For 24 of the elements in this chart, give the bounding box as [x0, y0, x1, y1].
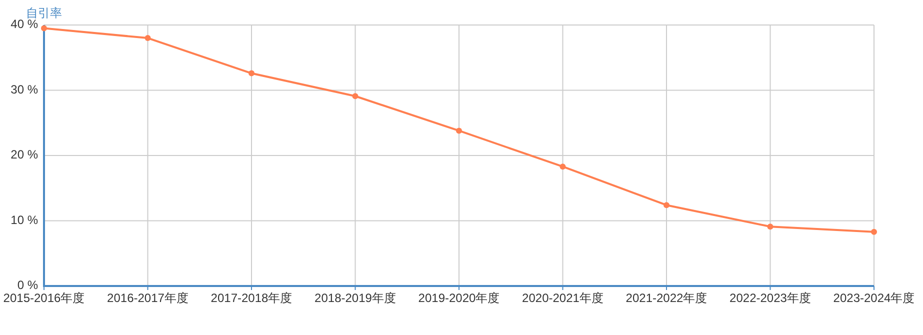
- x-tick-label: 2018-2019年度: [314, 291, 396, 305]
- point: [767, 224, 774, 230]
- point: [560, 164, 566, 170]
- point: [144, 35, 151, 42]
- x-tick-label: 2019-2020年度: [418, 291, 500, 305]
- y-tick-label: 0 %: [17, 278, 38, 292]
- point: [456, 128, 462, 134]
- x-tick-label: 2022-2023年度: [730, 291, 811, 305]
- x-tick-label: 2016-2017年度: [107, 291, 188, 305]
- x-tick-label: 2021-2022年度: [626, 291, 708, 305]
- point: [871, 228, 877, 235]
- x-tick-label: 2015-2016年度: [3, 291, 85, 305]
- x-tick-label: 2017-2018年度: [210, 291, 292, 305]
- point: [41, 25, 47, 32]
- y-tick-label: 30 %: [10, 82, 38, 96]
- y-tick-label: 10 %: [10, 212, 38, 227]
- y-tick-label: 20 %: [10, 148, 38, 162]
- point: [352, 93, 358, 100]
- y-tick-label: 40 %: [10, 17, 38, 32]
- x-tick-label: 2020-2021年度: [522, 291, 604, 305]
- x-tick-label: 2023-2024年度: [833, 291, 915, 305]
- y-axis-title: 自引率: [26, 6, 62, 20]
- point: [664, 202, 670, 208]
- point: [248, 70, 254, 76]
